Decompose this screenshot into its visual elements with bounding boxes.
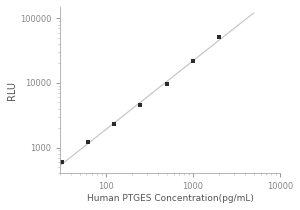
Point [85,141,90,144]
X-axis label: Human PTGES Concentration(pg/mL): Human PTGES Concentration(pg/mL) [87,194,254,203]
Point [217,35,221,38]
Point [164,83,169,86]
Y-axis label: RLU: RLU [7,81,17,100]
Point [190,59,195,63]
Point [138,104,143,107]
Point [112,122,117,126]
Point [59,160,64,164]
